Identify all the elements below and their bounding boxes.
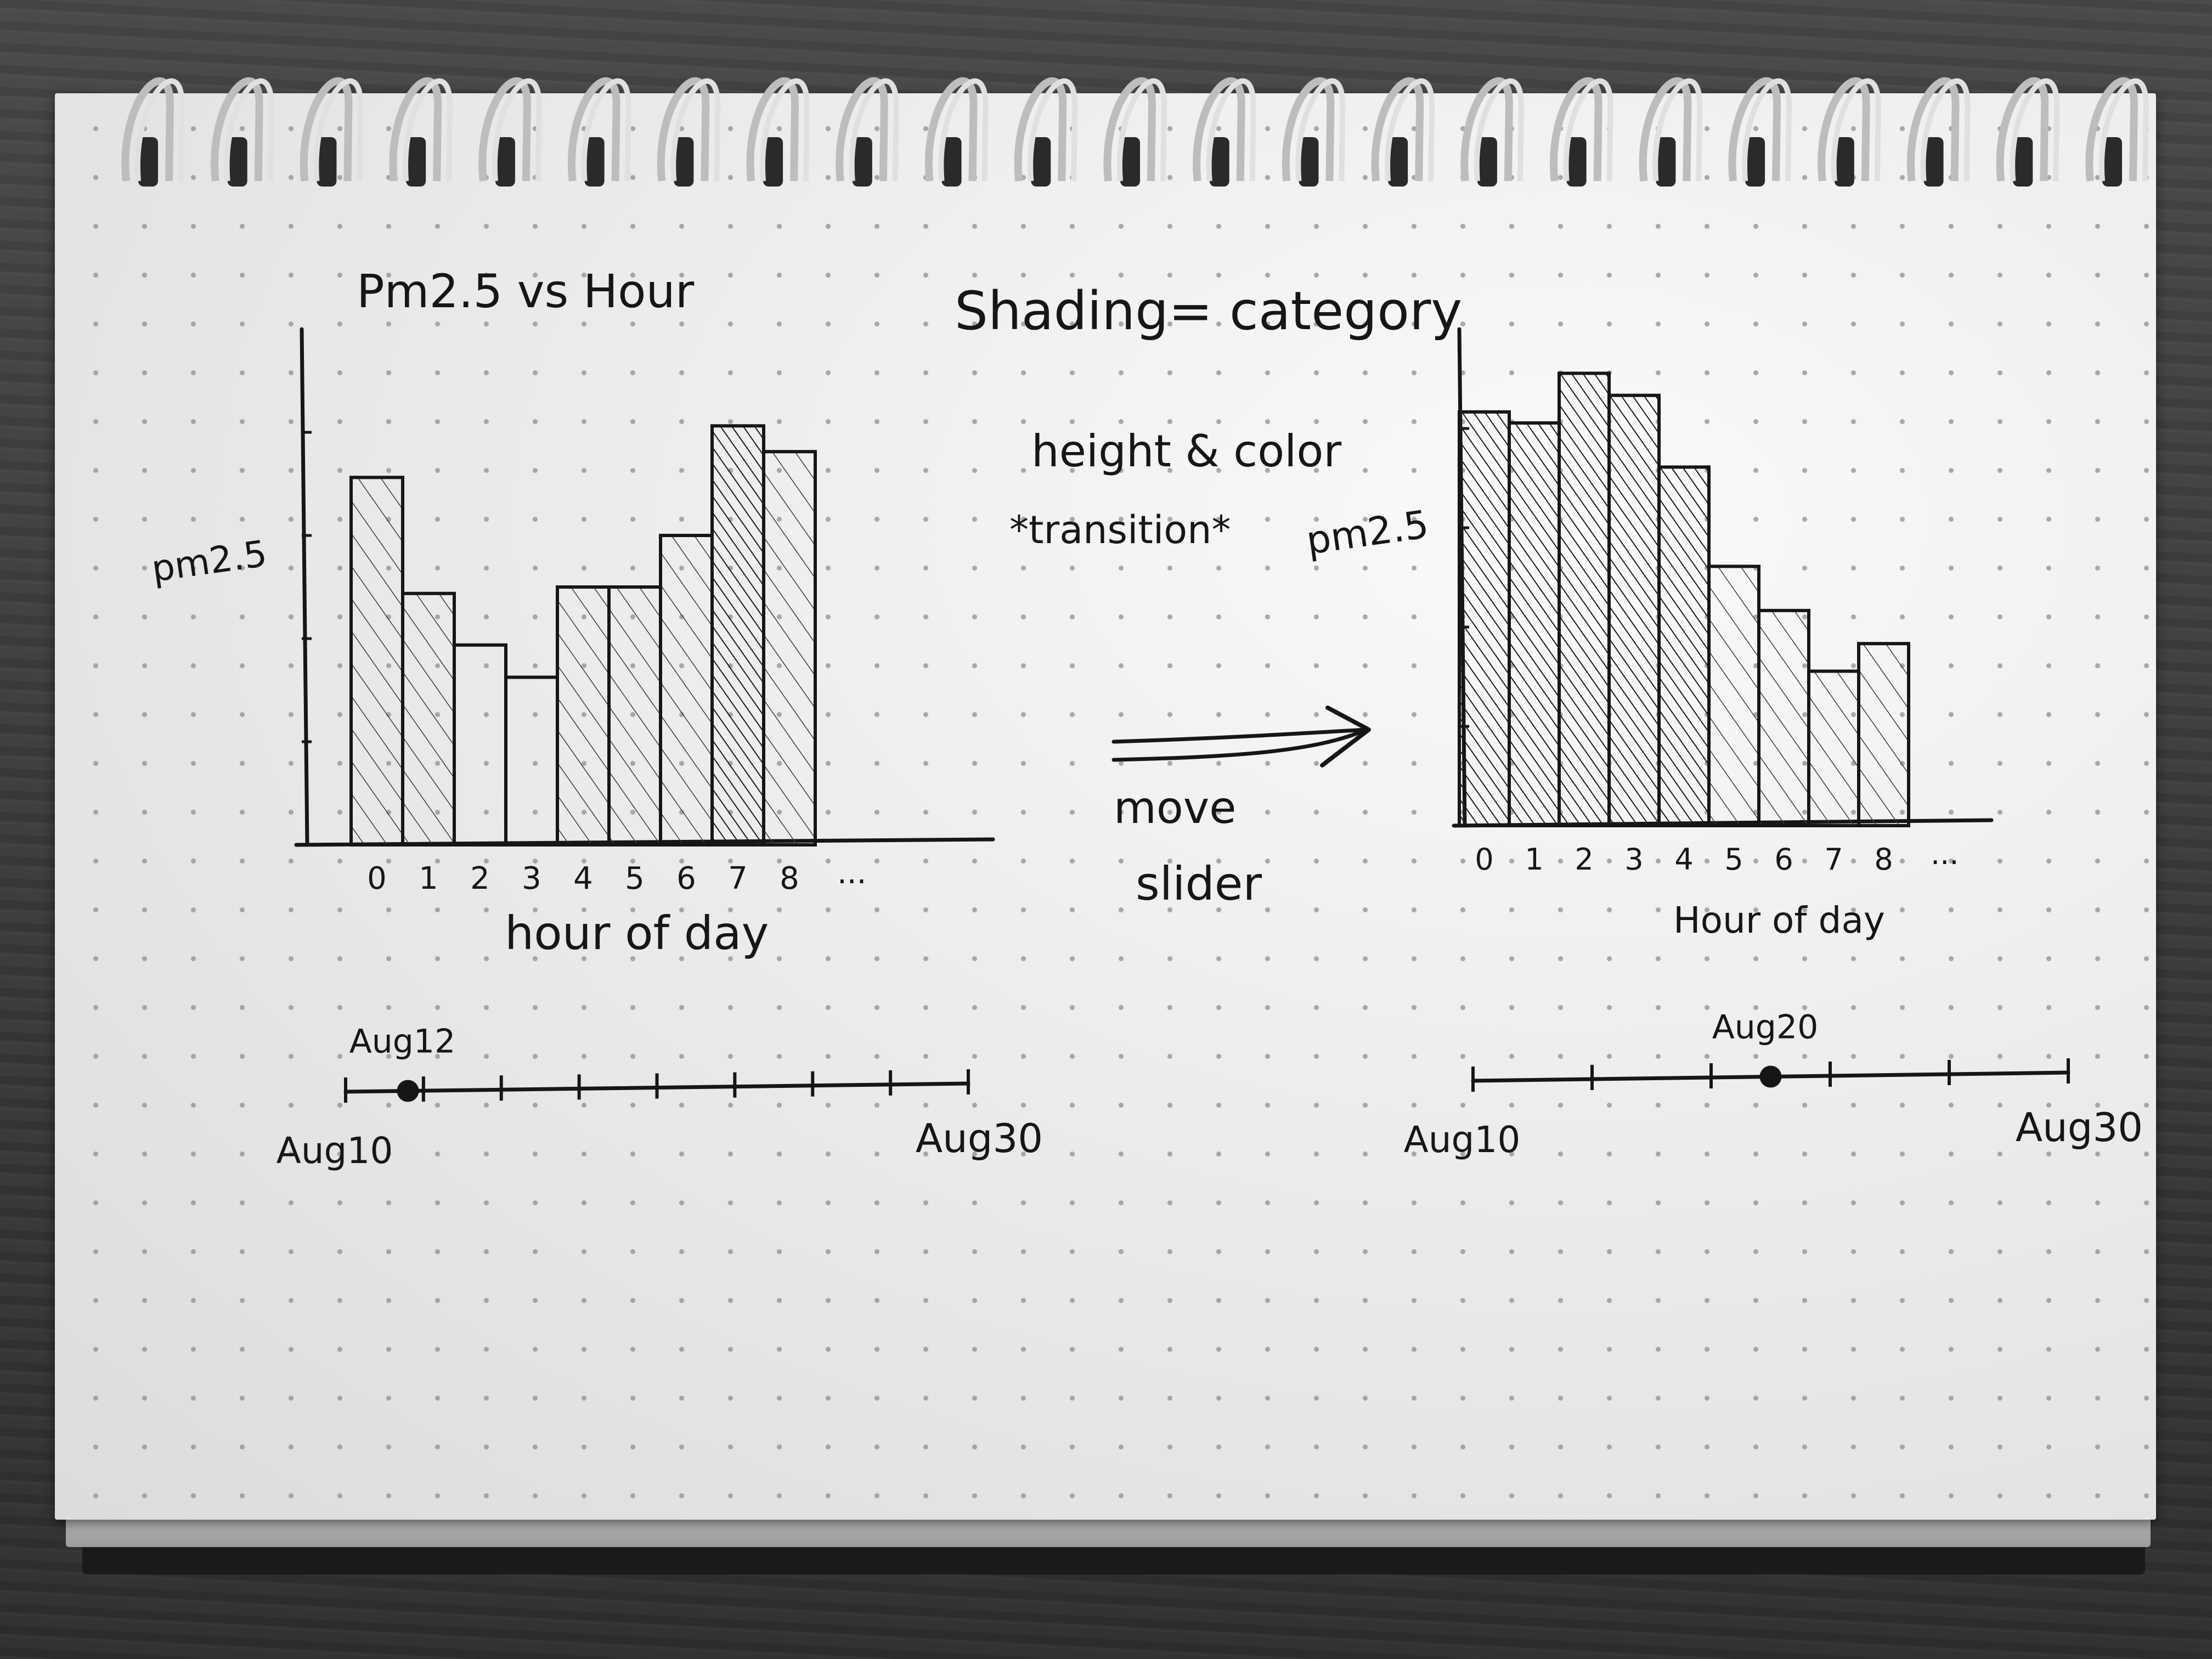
binding-ring: [1103, 77, 1167, 187]
slider-selected-label: Aug20: [1712, 1008, 1819, 1047]
binding-ring: [211, 77, 274, 187]
bar: [1807, 669, 1860, 827]
binding-ring: [300, 77, 364, 187]
slider-start-label: Aug10: [276, 1130, 393, 1172]
bar: [1558, 371, 1611, 827]
x-tick-label: 2: [1575, 842, 1593, 877]
x-tick-label: 6: [1774, 842, 1793, 877]
binding-ring: [1639, 77, 1703, 187]
slider-end-label: Aug30: [2016, 1104, 2143, 1150]
x-tick-label: 7: [728, 861, 748, 896]
x-tick-label: 4: [573, 861, 593, 896]
bar: [504, 675, 559, 847]
x-tick-label: 8: [1874, 842, 1893, 877]
binding-ring: [1907, 77, 1971, 187]
x-tick-label: 6: [676, 861, 696, 896]
binding-ring: [1371, 77, 1435, 187]
note-transition: *transition*: [1009, 507, 1231, 552]
bar: [762, 450, 817, 847]
bar: [401, 591, 456, 847]
x-tick-label: 3: [522, 861, 541, 896]
arrow-icon: [1111, 706, 1371, 768]
x-tick-ellipsis: ...: [1931, 837, 1959, 871]
binding-ring: [657, 77, 721, 187]
x-tick-label: 0: [367, 861, 387, 896]
x-tick-label: 5: [625, 861, 645, 896]
x-tick-label: 2: [470, 861, 490, 896]
x-tick-label: 5: [1724, 842, 1743, 877]
note-height-color: height & color: [1031, 426, 1341, 477]
bar: [659, 534, 714, 847]
bar: [1707, 565, 1760, 828]
binding-ring: [2085, 77, 2149, 187]
binding-ring: [746, 77, 810, 187]
x-tick-label: 0: [1475, 842, 1493, 877]
y-axis-line: [300, 327, 309, 847]
x-tick-ellipsis: ...: [837, 855, 866, 891]
x-tick-label: 7: [1824, 842, 1843, 877]
x-tick-label: 8: [780, 861, 799, 896]
slider-handle[interactable]: [397, 1080, 419, 1102]
bar: [1657, 465, 1711, 827]
binding-ring: [1014, 77, 1078, 187]
binding-ring: [389, 77, 453, 187]
note-shading: Shading= category: [955, 280, 1462, 342]
bar: [1607, 393, 1661, 827]
binding-ring: [1728, 77, 1792, 187]
x-tick-label: 4: [1674, 842, 1693, 877]
binding-ring: [1818, 77, 1881, 187]
bar: [453, 643, 507, 847]
spiral-binding: [121, 77, 2149, 187]
left-chart-xlabel: hour of day: [505, 906, 769, 960]
binding-ring: [1996, 77, 2060, 187]
slider-end-label: Aug30: [916, 1115, 1043, 1161]
bar: [710, 424, 765, 847]
bar: [607, 585, 662, 847]
right-date-slider[interactable]: Aug20 Aug10 Aug30: [1404, 1008, 2143, 1161]
left-chart-ylabel: pm2.5: [149, 532, 270, 590]
bar: [1458, 410, 1511, 827]
binding-ring: [1550, 77, 1613, 187]
binding-ring: [925, 77, 989, 187]
slider-start-label: Aug10: [1404, 1119, 1521, 1161]
slider-handle[interactable]: [1759, 1065, 1782, 1088]
binding-ring: [836, 77, 899, 187]
binding-ring: [121, 77, 185, 187]
binding-ring: [1193, 77, 1256, 187]
right-chart-xlabel: Hour of day: [1673, 899, 1885, 941]
left-chart-title: Pm2.5 vs Hour: [357, 264, 695, 318]
right-chart-ylabel: pm2.5: [1304, 501, 1431, 563]
x-tick-label: 1: [1525, 842, 1543, 877]
binding-ring: [478, 77, 542, 187]
bar: [1857, 642, 1910, 827]
binding-ring: [1282, 77, 1346, 187]
x-tick-label: 1: [419, 861, 438, 896]
x-tick-label: 3: [1624, 842, 1643, 877]
note-slider: slider: [1136, 857, 1262, 911]
bar: [556, 585, 611, 847]
binding-ring: [568, 77, 631, 187]
left-bar-chart: 0 1 2 3 4 5 6 7 8...: [294, 327, 995, 896]
right-bar-chart: 0 1 2 3 4 5 6 7 8...: [1452, 327, 1994, 877]
bar: [349, 476, 404, 847]
slider-selected-label: Aug12: [349, 1023, 456, 1061]
bar: [1508, 421, 1561, 827]
left-date-slider[interactable]: Aug12 Aug10 Aug30: [276, 1023, 1043, 1172]
binding-ring: [1460, 77, 1524, 187]
bar: [1757, 608, 1810, 828]
note-move: move: [1114, 782, 1236, 833]
